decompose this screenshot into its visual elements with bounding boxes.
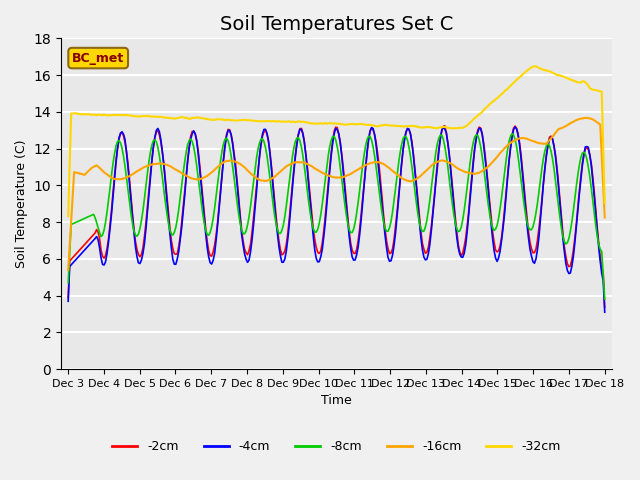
Legend: -2cm, -4cm, -8cm, -16cm, -32cm: -2cm, -4cm, -8cm, -16cm, -32cm bbox=[108, 435, 566, 458]
Y-axis label: Soil Temperature (C): Soil Temperature (C) bbox=[15, 140, 28, 268]
X-axis label: Time: Time bbox=[321, 395, 352, 408]
Text: BC_met: BC_met bbox=[72, 51, 124, 65]
Title: Soil Temperatures Set C: Soil Temperatures Set C bbox=[220, 15, 453, 34]
